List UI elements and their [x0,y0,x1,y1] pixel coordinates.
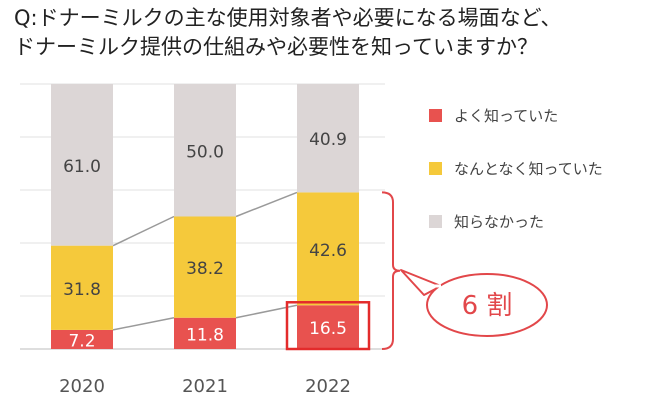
bar-segment [297,192,359,306]
bars: 7.2 31.8 61.0 11.8 38.2 50.0 16.5 42.6 40.9 [51,84,359,351]
legend-swatch [429,162,442,175]
bar-value-label: 42.6 [309,241,347,261]
bar-segment [297,305,359,349]
bar-value-label: 50.0 [186,142,224,162]
annotation-group: 6 割 [285,191,548,351]
legend-label: なんとなく知っていた [454,160,603,178]
bar-segment [174,84,236,217]
connector-line [112,316,175,331]
connector-line [112,215,175,247]
annotation-bracket [381,191,401,350]
connector-line [235,191,298,218]
highlight-box [285,301,371,351]
bar-segment [174,216,236,318]
bar-value-label: 61.0 [63,157,101,177]
speech-bubble [426,273,548,337]
x-tick-label: 2021 [182,376,228,397]
bar-value-label: 7.2 [68,331,95,351]
legend-swatch [429,215,442,228]
x-axis-ticks: 2020 2021 2022 [59,376,351,397]
bar-segment [51,329,113,349]
legend-label: よく知っていた [454,107,558,125]
bar-value-label: 40.9 [309,130,347,150]
legend-label: 知らなかった [454,213,544,231]
legend-swatch [429,109,442,122]
bar-value-label: 38.2 [186,259,224,279]
title-line-2: ドナーミルク提供の仕組みや必要性を知っていますか？ [14,35,538,59]
bar-value-label: 11.8 [186,325,224,345]
title-line-1: Q:ドナーミルクの主な使用対象者や必要になる場面など、 [14,6,562,30]
bar-segment [51,245,113,330]
annotation-label: 6 割 [462,291,513,321]
x-tick-label: 2022 [305,376,351,397]
bar-value-label: 16.5 [309,319,347,339]
chart-title: Q:ドナーミルクの主な使用対象者や必要になる場面など、 ドナーミルク提供の仕組み… [14,4,644,62]
x-tick-label: 2020 [59,376,105,397]
bar-segment [174,317,236,349]
bar-segment [297,84,359,193]
bar-segment [51,84,113,246]
bar-value-label: 31.8 [63,280,101,300]
